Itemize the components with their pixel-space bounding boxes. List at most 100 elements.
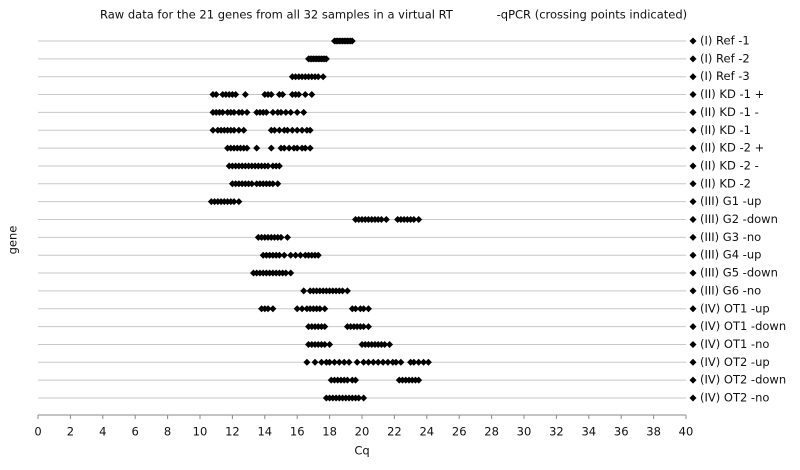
data-point: [330, 358, 338, 366]
data-point: [415, 358, 423, 366]
data-point: [319, 73, 327, 81]
category-label: (IV) OT1 -no: [700, 337, 769, 351]
data-point: [303, 358, 311, 366]
data-point: [262, 108, 270, 116]
data-point: [264, 305, 272, 313]
data-point: [296, 251, 304, 259]
category-label: (IV) OT1 -down: [700, 319, 786, 333]
data-point: [322, 55, 330, 63]
data-point: [253, 144, 261, 152]
data-point: [283, 126, 291, 134]
data-point: [415, 216, 423, 223]
y-axis-label: gene: [6, 226, 20, 255]
data-point: [293, 126, 301, 134]
category-label: (I) Ref -3: [700, 69, 750, 83]
data-point: [298, 126, 306, 134]
data-point: [230, 198, 238, 206]
data-point: [293, 144, 301, 152]
category-label: (III) G5 -down: [700, 266, 778, 280]
data-point: [314, 73, 322, 81]
chart-title: Raw data for the 21 genes from all 32 sa…: [100, 8, 687, 22]
legend-marker: [689, 126, 697, 134]
x-tick-label: 12: [225, 425, 240, 439]
data-point: [282, 108, 290, 116]
data-point: [316, 305, 324, 313]
category-label: (II) KD -1: [700, 123, 751, 137]
data-point: [382, 216, 390, 223]
data-point: [288, 126, 296, 134]
data-point: [212, 91, 220, 99]
category-label: (III) G6 -no: [700, 283, 761, 297]
data-point: [298, 305, 306, 313]
data-point: [232, 91, 240, 99]
data-point: [339, 287, 347, 295]
data-point: [279, 91, 287, 99]
category-label: (IV) OT2 -down: [700, 373, 786, 387]
data-point: [306, 126, 314, 134]
data-point: [410, 358, 418, 366]
category-label: (I) Ref -1: [700, 34, 750, 48]
legend-marker: [689, 340, 697, 348]
data-point: [384, 358, 392, 366]
data-point: [269, 180, 277, 188]
legend-marker: [689, 91, 697, 99]
data-point: [274, 180, 282, 188]
x-tick-label: 10: [193, 425, 208, 439]
category-label: (III) G2 -down: [700, 212, 778, 226]
data-point: [301, 91, 309, 99]
data-point: [318, 358, 325, 366]
data-point: [308, 91, 316, 99]
data-point: [235, 198, 243, 206]
data-point: [275, 251, 283, 259]
data-point: [277, 108, 285, 116]
legend-marker: [689, 180, 697, 188]
legend-marker: [689, 287, 697, 295]
data-point: [301, 144, 309, 152]
data-point: [243, 108, 251, 116]
legend-marker: [689, 37, 697, 45]
legend-marker: [689, 269, 697, 277]
data-point: [248, 180, 256, 188]
x-tick-label: 0: [34, 425, 41, 439]
x-tick-label: 16: [290, 425, 305, 439]
data-point: [235, 126, 243, 134]
data-point: [314, 251, 322, 259]
legend-marker: [689, 323, 697, 331]
data-point: [243, 144, 251, 152]
x-tick-label: 22: [387, 425, 402, 439]
category-label: (III) G3 -no: [700, 230, 761, 244]
data-point: [230, 108, 238, 116]
data-point: [321, 323, 329, 331]
data-point: [369, 358, 377, 366]
data-point: [321, 340, 329, 348]
legend-marker: [689, 108, 697, 116]
x-tick-label: 40: [679, 425, 694, 439]
x-tick-label: 38: [646, 425, 661, 439]
data-point: [360, 305, 368, 313]
x-tick-label: 2: [67, 425, 74, 439]
data-point: [283, 233, 291, 241]
data-point: [271, 126, 279, 134]
data-point: [300, 108, 308, 116]
x-tick-label: 30: [517, 425, 532, 439]
x-tick-label: 20: [355, 425, 370, 439]
x-tick-label: 18: [322, 425, 337, 439]
data-point: [360, 394, 368, 402]
data-point: [360, 358, 368, 366]
data-point: [287, 269, 295, 277]
data-point: [267, 91, 275, 99]
legend-marker: [689, 358, 697, 366]
data-point: [420, 358, 428, 366]
data-point: [345, 358, 353, 366]
legend-marker: [689, 251, 697, 259]
data-point: [381, 340, 389, 348]
data-point: [293, 108, 301, 116]
category-label: (III) G4 -up: [700, 248, 761, 262]
x-tick-label: 14: [257, 425, 272, 439]
data-point: [219, 108, 227, 116]
data-point: [311, 358, 319, 366]
category-label: (IV) OT1 -up: [700, 301, 770, 315]
x-tick-label: 4: [99, 425, 106, 439]
data-point: [352, 376, 360, 384]
